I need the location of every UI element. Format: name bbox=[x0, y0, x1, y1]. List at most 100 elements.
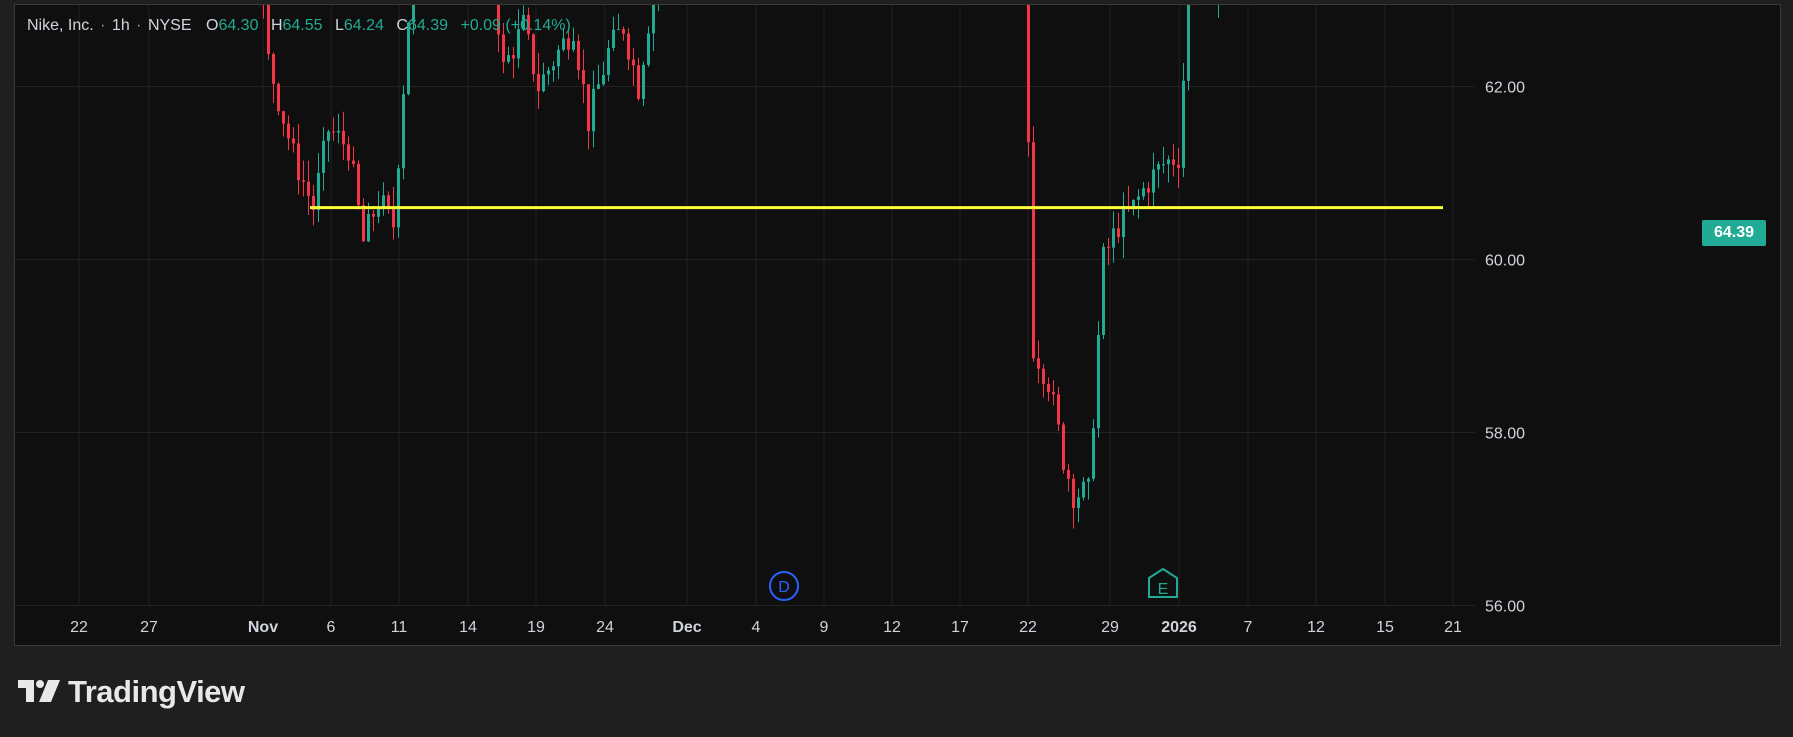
candle-body bbox=[627, 33, 630, 60]
candle-body bbox=[547, 70, 550, 75]
candle-body bbox=[342, 130, 345, 145]
time-tick-label: 4 bbox=[752, 619, 761, 636]
symbol-name: Nike, Inc. bbox=[27, 17, 94, 34]
earnings-marker bbox=[1148, 567, 1178, 598]
candle-body bbox=[1092, 428, 1095, 479]
candle-body bbox=[1167, 159, 1170, 165]
interval-label: 1h bbox=[111, 17, 130, 34]
candle-body bbox=[397, 168, 400, 228]
time-tick-label: 9 bbox=[820, 619, 829, 636]
candle-body bbox=[1157, 164, 1160, 170]
candle-body bbox=[552, 66, 555, 71]
high-value: 64.55 bbox=[282, 17, 323, 34]
candle-body bbox=[407, 22, 410, 95]
time-tick-label: 7 bbox=[1244, 619, 1253, 636]
time-tick-label: 2026 bbox=[1161, 619, 1197, 636]
candle-body bbox=[1137, 196, 1140, 200]
time-tick-label: 17 bbox=[951, 619, 969, 636]
candle-body bbox=[367, 213, 370, 242]
candle-body bbox=[352, 160, 355, 164]
candle-body bbox=[1097, 334, 1100, 429]
candle-body bbox=[542, 74, 545, 92]
candle-body bbox=[287, 123, 290, 139]
time-tick-label: 11 bbox=[391, 619, 408, 636]
candle-body bbox=[527, 14, 530, 35]
dividend-marker bbox=[769, 571, 799, 601]
candle-body bbox=[587, 84, 590, 132]
horizontal-lines[interactable] bbox=[183, 5, 1443, 210]
candle-body bbox=[382, 195, 385, 208]
grid-lines bbox=[15, 5, 1475, 606]
candle-body bbox=[637, 65, 640, 99]
candle-body bbox=[372, 213, 375, 217]
close-label: C bbox=[396, 17, 408, 34]
high-label: H bbox=[270, 17, 283, 34]
price-tick-label: 62.00 bbox=[1485, 80, 1525, 97]
candle-body bbox=[1187, 5, 1190, 81]
candle-body bbox=[1057, 394, 1060, 425]
dividend-marker-label: D bbox=[778, 579, 790, 596]
candle-body bbox=[302, 180, 305, 182]
candle-body bbox=[1082, 481, 1085, 498]
candle-body bbox=[1072, 478, 1075, 509]
last-price-label: 64.39 bbox=[1702, 220, 1766, 246]
candle-body bbox=[532, 34, 535, 75]
candle-body bbox=[357, 163, 360, 206]
price-tick-label: 58.00 bbox=[1485, 426, 1525, 443]
candle-body bbox=[512, 55, 515, 59]
candle-body bbox=[642, 64, 645, 99]
candle-body bbox=[1052, 392, 1055, 395]
symbol-legend[interactable]: Nike, Inc. · 1h · NYSE O64.30 H64.55 L64… bbox=[27, 17, 571, 35]
candle-body bbox=[1112, 228, 1115, 248]
candle-body bbox=[517, 29, 520, 59]
time-tick-label: 15 bbox=[1376, 619, 1394, 636]
candle-body bbox=[272, 53, 275, 84]
candle-body bbox=[362, 205, 365, 242]
candle-body bbox=[562, 38, 565, 50]
candle-body bbox=[632, 59, 635, 66]
time-axis[interactable]: 22 27 Nov 6 11 14 19 24 Dec 4 9 12 17 22 29 2026 7 12 15 21 bbox=[70, 619, 1462, 636]
candle-body bbox=[387, 195, 390, 207]
time-tick-label: Nov bbox=[248, 619, 278, 636]
candle-body bbox=[1087, 478, 1090, 482]
candle-body bbox=[502, 34, 505, 62]
candle-body bbox=[402, 94, 405, 169]
candle-body bbox=[1172, 159, 1175, 165]
candle-body bbox=[497, 5, 500, 35]
time-tick-label: 22 bbox=[70, 619, 88, 636]
open-value: 64.30 bbox=[218, 17, 259, 34]
candle-body bbox=[1152, 169, 1155, 193]
candle-body bbox=[507, 55, 510, 62]
time-tick-label: 22 bbox=[1019, 619, 1037, 636]
candle-body bbox=[317, 172, 320, 211]
exchange-label: NYSE bbox=[147, 17, 192, 34]
candle-body bbox=[1102, 246, 1105, 335]
candle-body bbox=[557, 49, 560, 67]
time-tick-label: 24 bbox=[596, 619, 614, 636]
candle-body bbox=[337, 130, 340, 133]
candle-body bbox=[1132, 199, 1135, 209]
candle-body bbox=[1077, 497, 1080, 509]
earnings-marker-label: E bbox=[1158, 581, 1169, 598]
candle-body bbox=[577, 40, 580, 71]
open-label: O bbox=[205, 17, 219, 34]
candle-body bbox=[522, 14, 525, 30]
close-value: 64.39 bbox=[407, 17, 449, 34]
candle-body bbox=[332, 131, 335, 133]
tradingview-logo[interactable]: TradingView bbox=[18, 674, 245, 710]
tradingview-logo-icon bbox=[18, 680, 60, 702]
legend-separator: · bbox=[136, 17, 142, 34]
candle-body bbox=[622, 29, 625, 34]
change-value: +0.09 (+0.14%) bbox=[460, 17, 571, 34]
time-tick-label: 6 bbox=[327, 619, 336, 636]
time-tick-label: 12 bbox=[883, 619, 901, 636]
time-tick-label: 12 bbox=[1307, 619, 1325, 636]
candle-body bbox=[1062, 424, 1065, 470]
tradingview-logo-text: TradingView bbox=[68, 674, 245, 709]
time-tick-label: 14 bbox=[459, 619, 477, 636]
candle-body bbox=[1042, 368, 1045, 385]
